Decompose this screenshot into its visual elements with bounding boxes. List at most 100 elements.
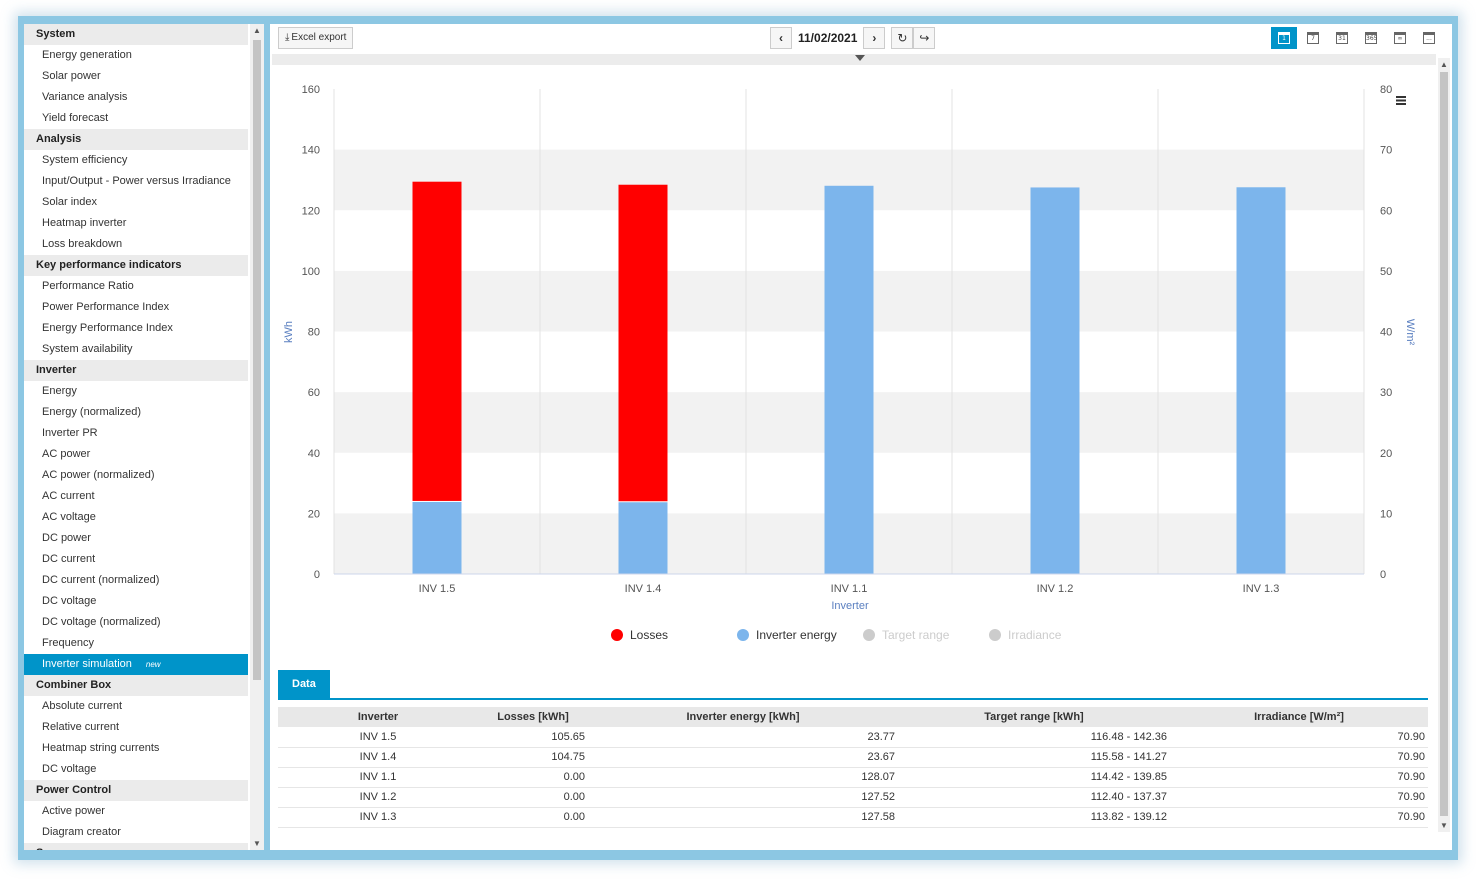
main-scroll-thumb[interactable] <box>1440 72 1448 816</box>
sidebar-item[interactable]: Loss breakdown <box>24 234 248 255</box>
scroll-up-icon[interactable]: ▲ <box>253 26 261 35</box>
view-week-button[interactable]: 7 <box>1300 27 1326 49</box>
refresh-icon: ↻ <box>897 31 908 45</box>
sidebar-item[interactable]: DC voltage <box>24 759 248 780</box>
sidebar-item[interactable]: DC current <box>24 549 248 570</box>
sidebar-item[interactable]: Frequency <box>24 633 248 654</box>
legend-item[interactable]: Losses <box>611 628 668 642</box>
sidebar-item[interactable]: Inverter simulation new <box>24 654 248 675</box>
sidebar-item[interactable]: Solar index <box>24 192 248 213</box>
scroll-down-icon[interactable]: ▼ <box>253 839 261 848</box>
sidebar-item-label: Solar index <box>42 196 98 208</box>
sidebar-item[interactable]: AC power (normalized) <box>24 465 248 486</box>
sidebar-item[interactable]: Power Performance Index <box>24 297 248 318</box>
sidebar-item-label: Energy <box>42 385 77 397</box>
sidebar-item[interactable]: Inverter PR <box>24 423 248 444</box>
sidebar-item[interactable]: Variance analysis <box>24 87 248 108</box>
y2-tick-label: 20 <box>1380 448 1392 460</box>
sidebar-scrollbar[interactable]: ▲ ▼ <box>250 24 264 850</box>
sidebar-item[interactable]: System availability <box>24 339 248 360</box>
collapse-toggle-bar[interactable] <box>272 54 1436 65</box>
sidebar-item-label: Performance Ratio <box>42 280 134 292</box>
sidebar-item[interactable]: Heatmap inverter <box>24 213 248 234</box>
sidebar-item[interactable]: Active power <box>24 801 248 822</box>
sidebar-item[interactable]: AC voltage <box>24 507 248 528</box>
x-tick-label: INV 1.3 <box>1243 583 1280 595</box>
sidebar-item[interactable]: DC voltage <box>24 591 248 612</box>
table-cell: 70.90 <box>1170 727 1428 748</box>
view-month-button[interactable]: 31 <box>1329 27 1355 49</box>
view-total-button[interactable]: ∞ <box>1387 27 1413 49</box>
sidebar-item[interactable]: Solar power <box>24 66 248 87</box>
next-date-button[interactable]: › <box>863 27 886 49</box>
tab-data[interactable]: Data <box>278 670 330 698</box>
sidebar-item[interactable]: Energy generation <box>24 45 248 66</box>
sidebar-item[interactable]: DC voltage (normalized) <box>24 612 248 633</box>
sidebar-item-label: Energy (normalized) <box>42 406 142 418</box>
refresh-button[interactable]: ↻ <box>891 27 914 49</box>
column-header[interactable]: Losses [kWh] <box>478 707 588 727</box>
sidebar-item[interactable]: Diagram creator <box>24 822 248 843</box>
view-year-button[interactable]: 365 <box>1358 27 1384 49</box>
legend-marker <box>863 629 875 641</box>
y-axis-title: kWh <box>283 321 295 343</box>
chevron-left-icon: ‹ <box>779 31 783 45</box>
bar-inverter-energy <box>618 502 668 574</box>
sidebar-item[interactable]: System efficiency <box>24 150 248 171</box>
sidebar-item-label: Input/Output - Power versus Irradiance <box>42 175 231 187</box>
sidebar-item[interactable]: Performance Ratio <box>24 276 248 297</box>
legend-item[interactable]: Target range <box>863 628 950 642</box>
sidebar-item-label: Inverter simulation <box>42 658 132 670</box>
sidebar-item[interactable]: Heatmap string currents <box>24 738 248 759</box>
download-icon: ⤓ <box>285 32 290 43</box>
sidebar-item[interactable]: DC current (normalized) <box>24 570 248 591</box>
share-button[interactable]: ↪ <box>913 27 936 49</box>
current-date[interactable]: 11/02/2021 <box>798 31 858 45</box>
sidebar-item-label: DC voltage (normalized) <box>42 616 161 628</box>
legend-label: Target range <box>882 628 950 642</box>
x-tick-label: INV 1.2 <box>1037 583 1074 595</box>
sidebar-item[interactable]: Relative current <box>24 717 248 738</box>
sidebar-item-label: Heatmap string currents <box>42 742 160 754</box>
table-header-row: Inverter Losses [kWh] Inverter energy [kWh… <box>278 707 1428 727</box>
sidebar-item[interactable]: DC power <box>24 528 248 549</box>
scroll-up-icon[interactable]: ▲ <box>1440 60 1448 69</box>
collapse-arrow-icon[interactable] <box>855 55 865 61</box>
y-tick-label: 100 <box>302 266 320 278</box>
sidebar-menu: System Energy generation Solar power Varian… <box>24 24 248 850</box>
sidebar-scroll-thumb[interactable] <box>253 40 261 680</box>
chart-menu-icon[interactable] <box>1396 96 1406 105</box>
sidebar-item-label: Diagram creator <box>42 826 121 838</box>
sidebar-item[interactable]: Yield forecast <box>24 108 248 129</box>
sidebar-item-label: System availability <box>42 343 133 355</box>
sidebar-item[interactable]: Absolute current <box>24 696 248 717</box>
bar-losses <box>618 184 668 502</box>
sidebar-item-label: Heatmap inverter <box>42 217 127 229</box>
legend-item[interactable]: Inverter energy <box>737 628 837 642</box>
sidebar-item[interactable]: Input/Output - Power versus Irradiance <box>24 171 248 192</box>
sidebar-item[interactable]: Energy (normalized) <box>24 402 248 423</box>
bar-inverter-energy <box>412 501 462 574</box>
sidebar-item[interactable]: Energy Performance Index <box>24 318 248 339</box>
table-cell: 127.58 <box>588 807 898 828</box>
column-header[interactable]: Irradiance [W/m²] <box>1170 707 1428 727</box>
excel-export-button[interactable]: ⤓ Excel export <box>278 27 354 49</box>
column-header[interactable]: Inverter <box>278 707 478 727</box>
sidebar-item-label: DC current <box>42 553 96 565</box>
sidebar-item[interactable]: Energy <box>24 381 248 402</box>
calendar-icon: ... <box>1423 32 1435 44</box>
scroll-down-icon[interactable]: ▼ <box>1440 821 1448 830</box>
sidebar-item-label: AC current <box>42 490 95 502</box>
y2-tick-label: 0 <box>1380 569 1386 581</box>
view-custom-button[interactable]: ... <box>1416 27 1442 49</box>
sidebar-item[interactable]: AC current <box>24 486 248 507</box>
view-day-button[interactable]: 1 <box>1271 27 1297 49</box>
table-cell: 113.82 - 139.12 <box>898 807 1170 828</box>
sidebar-item[interactable]: AC power <box>24 444 248 465</box>
column-header[interactable]: Inverter energy [kWh] <box>588 707 898 727</box>
main-scrollbar[interactable]: ▲ ▼ <box>1438 58 1450 832</box>
prev-date-button[interactable]: ‹ <box>770 27 792 49</box>
legend-item[interactable]: Irradiance <box>989 628 1062 642</box>
table-cell: 70.90 <box>1170 767 1428 788</box>
column-header[interactable]: Target range [kWh] <box>898 707 1170 727</box>
